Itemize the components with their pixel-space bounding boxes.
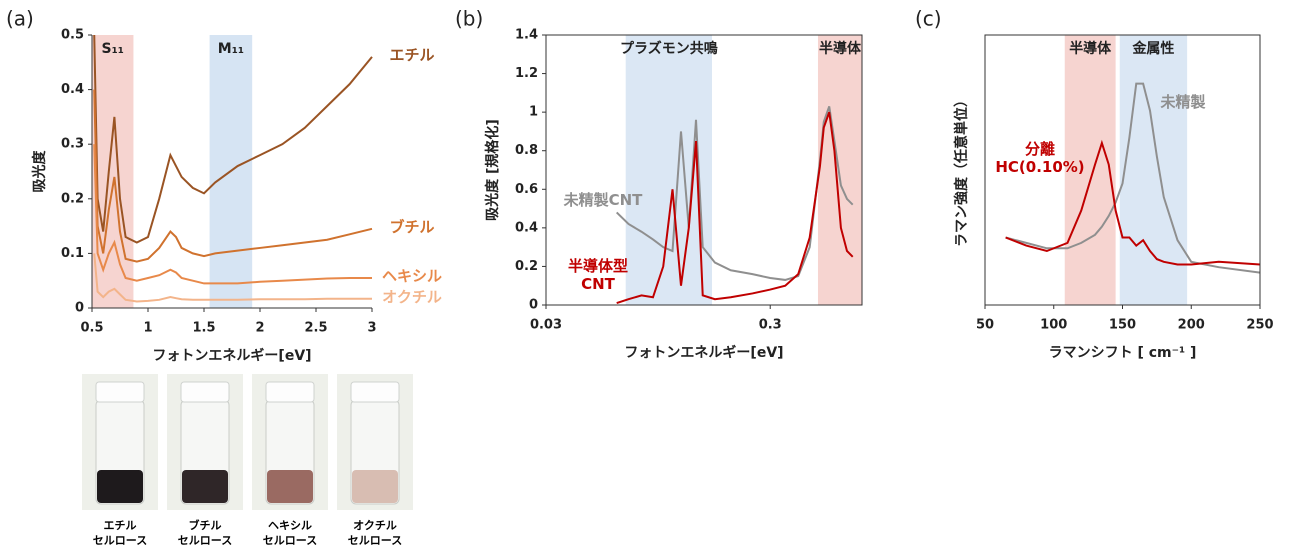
y-tick-label: 0.1: [61, 246, 84, 261]
legend-label: 未精製: [1160, 93, 1205, 111]
vial-cap: [96, 382, 144, 402]
band-label: M₁₁: [218, 41, 244, 57]
figure: (a) S₁₁ M₁₁ 0 0.1 0.2 0.3 0.4 0.5 0.5 1 1.5 2 2.5 3 フォト…: [0, 0, 1289, 557]
photo-caption: エチル セルロース: [80, 518, 160, 548]
y-tick-label: 0.2: [515, 259, 538, 274]
vial-liquid: [267, 470, 313, 503]
band-label: 半導体: [1069, 40, 1112, 57]
band: [818, 35, 862, 305]
x-tick-label: 250: [1246, 318, 1273, 333]
x-tick-label: 50: [976, 318, 994, 333]
legend-label: 分離 HC(0.10%): [995, 140, 1084, 176]
y-tick-label: 0.5: [61, 28, 84, 43]
x-tick-label: 100: [1040, 318, 1067, 333]
band-label: 半導体: [819, 40, 862, 57]
x-tick-label: 2: [255, 321, 264, 336]
legend-label: エチル: [389, 46, 434, 64]
photo-caption: ブチル セルロース: [165, 518, 245, 548]
x-axis-label: ラマンシフト [ cm⁻¹ ]: [1049, 345, 1197, 361]
x-tick-label: 1.5: [192, 321, 215, 336]
band-label: プラズモン共鳴: [620, 40, 718, 57]
y-tick-label: 0.3: [61, 137, 84, 152]
x-tick-label: 0.03: [530, 318, 562, 333]
panel-label: (c): [915, 7, 942, 31]
y-tick-label: 0.8: [515, 143, 538, 158]
y-tick-label: 1.2: [515, 66, 538, 81]
x-axis-label: フォトンエネルギー[eV]: [624, 344, 783, 361]
legend-label: オクチル: [382, 288, 442, 306]
panel-label: (a): [6, 7, 34, 31]
y-tick-label: 0: [529, 298, 538, 313]
y-tick-label: 1.4: [515, 28, 538, 43]
y-tick-label: 0.2: [61, 191, 84, 206]
x-axis-label: フォトンエネルギー[eV]: [152, 347, 311, 364]
x-tick-label: 2.5: [304, 321, 327, 336]
y-tick-label: 0.6: [515, 182, 538, 197]
chart: (a) S₁₁ M₁₁ 0 0.1 0.2 0.3 0.4 0.5 0.5 1 1.5 2 2.5 3 フォト…: [0, 0, 1289, 557]
band: [92, 35, 133, 308]
photo-caption: オクチル セルロース: [335, 518, 415, 548]
x-tick-label: 200: [1178, 318, 1205, 333]
vial-liquid: [352, 470, 398, 503]
legend-label: ブチル: [389, 218, 434, 236]
y-tick-label: 0.4: [515, 220, 538, 235]
panel-label: (b): [455, 7, 483, 31]
vial-cap: [266, 382, 314, 402]
vial-cap: [181, 382, 229, 402]
x-tick-label: 1: [143, 321, 152, 336]
y-axis-label: 吸光度 [規格化]: [484, 119, 501, 221]
band-label: 金属性: [1131, 40, 1174, 57]
y-tick-label: 0.4: [61, 82, 84, 97]
y-axis-label: 吸光度: [31, 150, 48, 193]
band-label: S₁₁: [102, 41, 124, 57]
legend-label: 未精製CNT: [564, 191, 643, 209]
photo-caption: ヘキシル セルロース: [250, 518, 330, 548]
vial-liquid: [182, 470, 228, 503]
legend-label: 半導体型 CNT: [568, 257, 628, 293]
x-tick-label: 150: [1109, 318, 1136, 333]
legend-label: ヘキシル: [382, 267, 442, 285]
x-tick-label: 0.5: [80, 321, 103, 336]
x-tick-label: 0.3: [759, 318, 782, 333]
x-tick-label: 3: [367, 321, 376, 336]
vial-cap: [351, 382, 399, 402]
y-tick-label: 0: [75, 301, 84, 316]
y-axis-label: ラマン強度（任意単位）: [953, 93, 970, 247]
vial-liquid: [97, 470, 143, 503]
y-tick-label: 1: [529, 105, 538, 120]
